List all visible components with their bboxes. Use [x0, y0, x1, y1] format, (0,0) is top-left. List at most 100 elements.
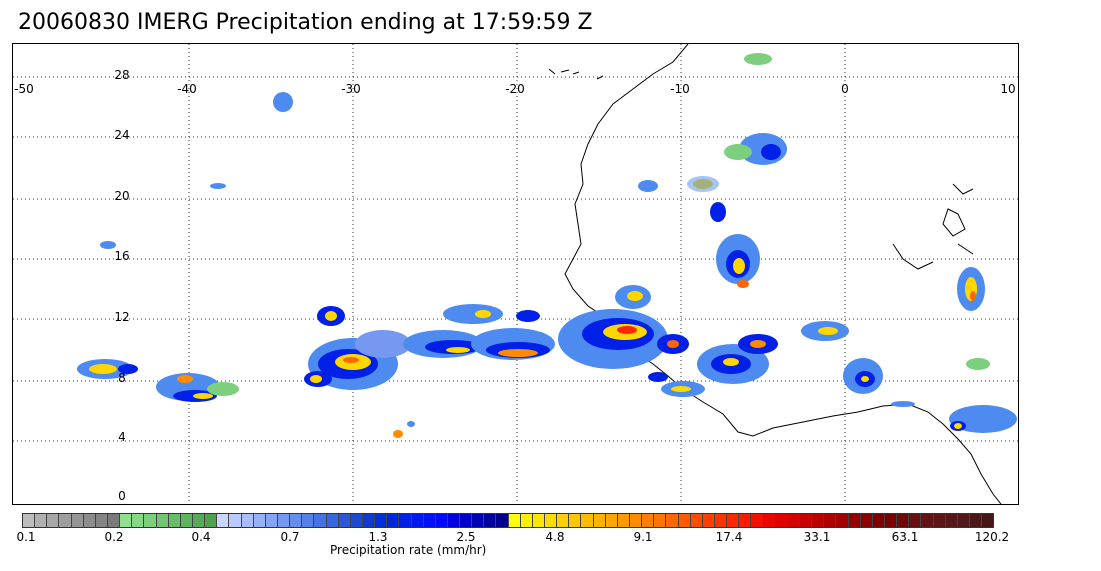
colorbar-cell [472, 514, 485, 527]
colorbar-cell [654, 514, 667, 527]
colorbar-cell [787, 514, 800, 527]
lon-label-0: 0 [841, 82, 849, 96]
colorbar-cell [496, 514, 509, 527]
colorbar-tick: 120.2 [974, 530, 1010, 544]
colorbar-cell [132, 514, 145, 527]
colorbar-tick: 33.1 [803, 530, 831, 544]
lon-label-w20: -20 [505, 82, 525, 96]
colorbar-cell [860, 514, 873, 527]
colorbar-cell [630, 514, 643, 527]
colorbar-cell [205, 514, 218, 527]
colorbar-cell [508, 514, 521, 527]
colorbar-cell [47, 514, 60, 527]
colorbar-cell [156, 514, 169, 527]
colorbar-cell [800, 514, 813, 527]
lon-label-w50: -50 [14, 82, 34, 96]
colorbar-cell [484, 514, 497, 527]
colorbar-cell [751, 514, 764, 527]
river-detail [892, 183, 974, 270]
colorbar-tick: 2.5 [456, 530, 476, 544]
colorbar-cell [739, 514, 752, 527]
colorbar-cell [897, 514, 910, 527]
lat-label-8: 8 [118, 371, 126, 385]
colorbar-cell [763, 514, 776, 527]
colorbar-cell [290, 514, 303, 527]
colorbar-cell [192, 514, 206, 527]
colorbar-cell [447, 514, 461, 527]
colorbar-cell [423, 514, 436, 527]
colorbar-cell [71, 514, 84, 527]
colorbar-cell [569, 514, 582, 527]
colorbar-cell [836, 514, 849, 527]
colorbar-cell [593, 514, 606, 527]
colorbar-cell [362, 514, 376, 527]
colorbar-cell [83, 514, 96, 527]
coastline-west-africa [564, 44, 1002, 504]
colorbar-cell [277, 514, 291, 527]
colorbar-cell [326, 514, 339, 527]
colorbar-tick: 4.8 [545, 530, 565, 544]
colorbar-cell [180, 514, 193, 527]
lat-label-0: 0 [118, 489, 126, 503]
lat-label-4: 4 [118, 430, 126, 444]
colorbar-cell [545, 514, 558, 527]
colorbar-cell [872, 514, 885, 527]
colorbar-cell [678, 514, 691, 527]
colorbar-cell [605, 514, 618, 527]
colorbar-cell [168, 514, 181, 527]
precipitation-map [12, 43, 1019, 505]
lat-label-24: 24 [114, 128, 130, 142]
colorbar-cell [557, 514, 570, 527]
colorbar-cell [969, 514, 983, 527]
colorbar-cell [617, 514, 631, 527]
colorbar-cell [435, 514, 448, 527]
colorbar-cell [120, 514, 133, 527]
colorbar-cell [982, 514, 994, 527]
colorbar-cell [945, 514, 958, 527]
colorbar-cell [350, 514, 363, 527]
colorbar-cell [848, 514, 861, 527]
colorbar-cell [241, 514, 254, 527]
lat-label-28: 28 [114, 68, 130, 82]
map-canvas [13, 44, 1018, 504]
colorbar-label: Precipitation rate (mm/hr) [330, 543, 487, 557]
colorbar-tick: 1.3 [368, 530, 388, 544]
map-title: 20060830 IMERG Precipitation ending at 1… [18, 10, 593, 35]
colorbar-cell [399, 514, 412, 527]
precipitation-colorbar [22, 513, 994, 528]
colorbar-cell [95, 514, 108, 527]
colorbar-cell [338, 514, 351, 527]
colorbar-cell [253, 514, 266, 527]
coastline-lake-chad [942, 208, 966, 237]
colorbar-cell [666, 514, 679, 527]
colorbar-cell [775, 514, 788, 527]
colorbar-cell [144, 514, 157, 527]
colorbar-cell [302, 514, 315, 527]
colorbar-cell [690, 514, 703, 527]
colorbar-tick: 0.2 [104, 530, 124, 544]
lat-label-16: 16 [114, 249, 130, 263]
colorbar-cell [387, 514, 400, 527]
colorbar-cell [59, 514, 72, 527]
colorbar-cell [265, 514, 278, 527]
colorbar-tick: 0.1 [16, 530, 36, 544]
colorbar-cell [812, 514, 825, 527]
colorbar-cell [107, 514, 121, 527]
lon-label-w40: -40 [177, 82, 197, 96]
colorbar-tick: 9.1 [633, 530, 653, 544]
colorbar-cell [824, 514, 837, 527]
lon-label-e10: 10 [1000, 82, 1016, 96]
lon-gridlines [188, 44, 846, 504]
precip-cells [77, 53, 1017, 438]
colorbar-cell [727, 514, 740, 527]
colorbar-cell [375, 514, 388, 527]
colorbar-cell [411, 514, 424, 527]
lat-label-12: 12 [114, 310, 130, 324]
colorbar-tick: 0.7 [280, 530, 300, 544]
colorbar-cell [520, 514, 533, 527]
lon-label-w10: -10 [670, 82, 690, 96]
colorbar-tick: 17.4 [715, 530, 743, 544]
colorbar-cell [314, 514, 327, 527]
colorbar-cell [909, 514, 922, 527]
colorbar-cell [35, 514, 48, 527]
